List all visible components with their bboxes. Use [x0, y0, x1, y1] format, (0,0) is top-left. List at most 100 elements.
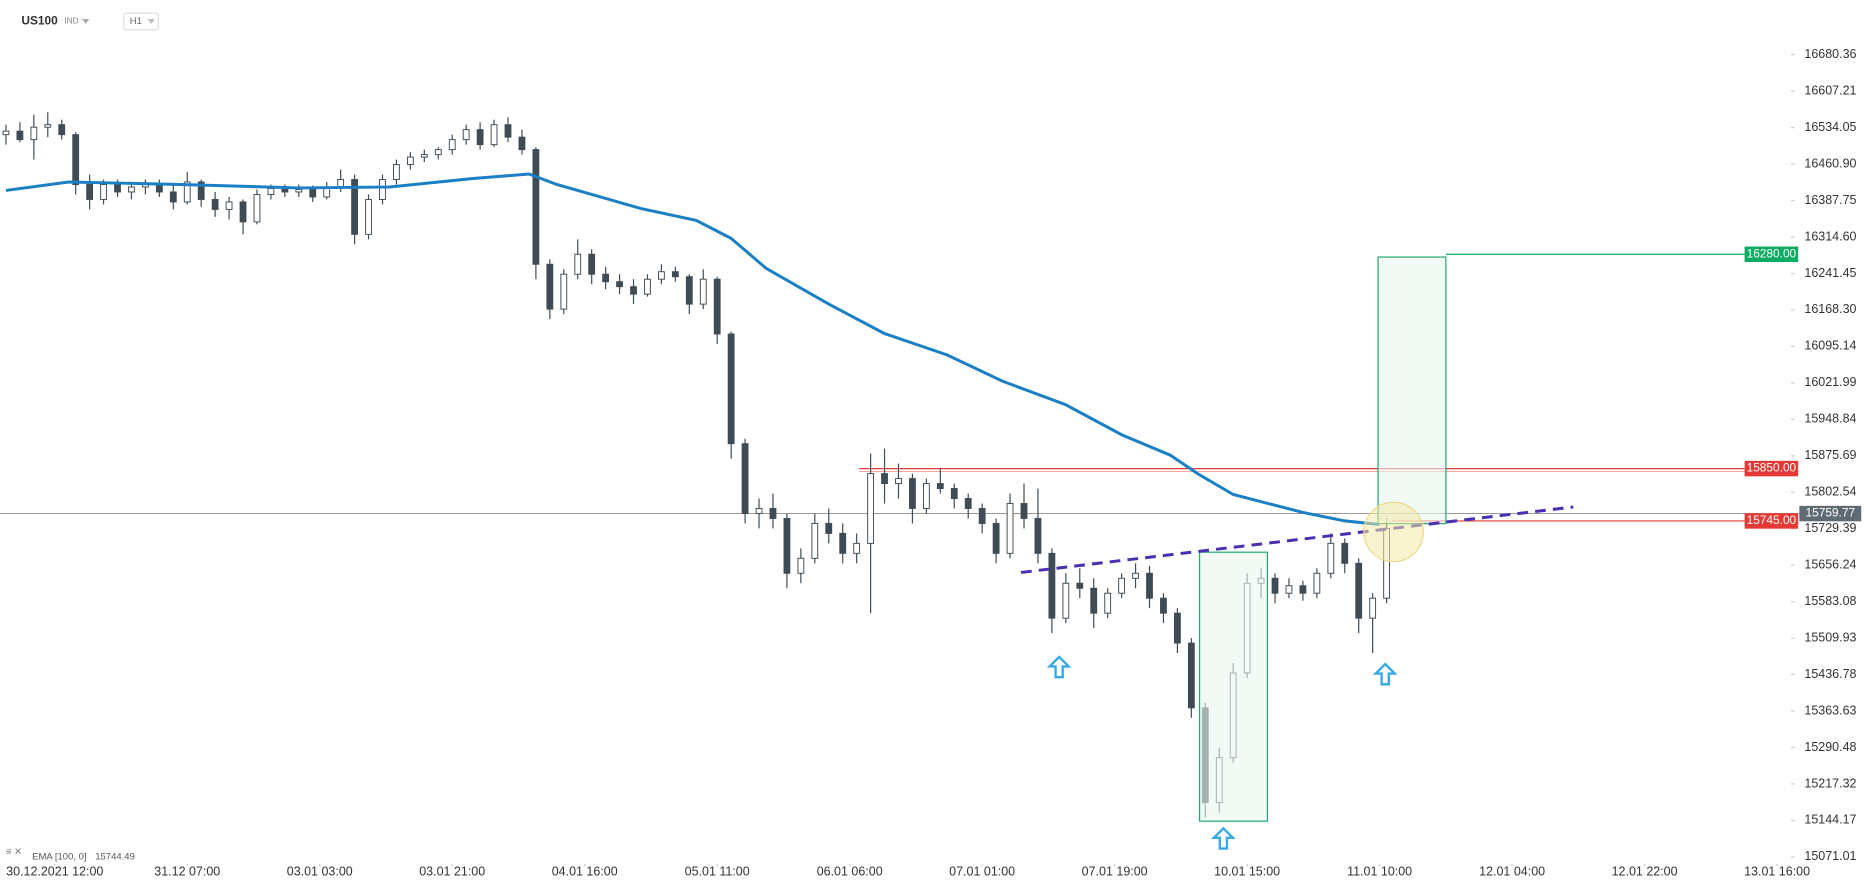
candle-body [699, 278, 707, 305]
candle-body [644, 278, 651, 295]
y-tick-label: 15729.39 [1804, 521, 1856, 535]
candle-body [978, 508, 986, 524]
x-tick-label: 13.01 16:00 [1744, 865, 1810, 879]
candle-body [406, 156, 414, 166]
y-tick-label: 15436.78 [1804, 667, 1856, 681]
interval: H1 [130, 16, 142, 27]
y-tick-label: 15144.17 [1804, 813, 1856, 827]
ema-last: 15744.49 [95, 851, 135, 862]
y-tick-label: 16314.60 [1804, 229, 1856, 243]
up-arrow [1046, 655, 1072, 679]
symbol: US100 [21, 14, 58, 28]
candle-body [895, 478, 902, 485]
candle-body [72, 134, 80, 185]
candle-body [964, 498, 972, 509]
candle-body [1355, 562, 1363, 619]
candle-body [351, 179, 359, 235]
x-tick-label: 05.01 11:00 [685, 865, 750, 879]
candle-body [713, 278, 721, 335]
y-tick-label: 15583.08 [1804, 594, 1856, 608]
up-arrow [1210, 826, 1236, 850]
candle-body [462, 129, 470, 141]
target-box [1377, 256, 1447, 525]
y-tick-label: 15290.48 [1804, 740, 1856, 754]
candle-body [1369, 597, 1377, 619]
last-price-box [1799, 505, 1862, 522]
candle-body [393, 164, 400, 180]
candle-body [309, 189, 317, 198]
candle-body [448, 139, 456, 151]
candle-body [476, 129, 484, 146]
candle-body [100, 184, 107, 200]
candle-body [1034, 517, 1042, 554]
x-tick-label: 03.01 03:00 [287, 865, 353, 879]
candle-body [630, 286, 637, 295]
candle-body [1285, 585, 1293, 594]
x-tick-label: 31.12 07:00 [154, 865, 220, 879]
candle-body [197, 181, 205, 200]
y-tick-label: 16607.21 [1804, 83, 1856, 97]
candle-body [825, 522, 833, 534]
level-label: 15850.00 [1747, 461, 1797, 475]
candle-body [839, 532, 847, 554]
y-tick-label: 16387.75 [1804, 193, 1856, 207]
candle-body [225, 201, 233, 210]
candle-body [58, 124, 66, 136]
candle-body [16, 130, 24, 141]
level-label: 15745.00 [1747, 513, 1797, 527]
x-tick-label: 07.01 01:00 [949, 865, 1015, 879]
candle-body [1006, 503, 1014, 554]
candle-body [1271, 577, 1279, 594]
dropdown-caret[interactable] [82, 19, 90, 24]
y-tick-label: 16534.05 [1804, 120, 1856, 134]
last-price-label: 15759.77 [1805, 506, 1855, 520]
y-tick-label: 16680.36 [1804, 47, 1856, 61]
candle-body [560, 273, 568, 310]
candle-body [1104, 592, 1112, 614]
candle-body [867, 473, 875, 544]
plot-area: 16680.36 16607.21 16534.05 16460.90 16387.75… [0, 47, 1862, 879]
candle-body [992, 522, 1000, 554]
candle-body [1327, 542, 1335, 574]
candle-body [169, 191, 177, 203]
dropdown-caret [147, 19, 155, 24]
legend-icon[interactable]: ≡ ✕ [6, 847, 22, 858]
candle-body [365, 198, 372, 235]
x-tick-label: 10.01 15:00 [1214, 865, 1280, 879]
candle-body [337, 179, 345, 188]
candle-body [1313, 572, 1321, 594]
y-tick-label: 15948.84 [1804, 412, 1856, 426]
candle-body [253, 193, 261, 223]
legend: ≡ ✕ EMA [100, 0] 15744.49 [6, 847, 135, 863]
candle-body [183, 181, 191, 203]
candle-body [114, 184, 121, 193]
candle-body [783, 517, 791, 574]
candle-body [671, 271, 679, 278]
candle-body [588, 253, 596, 275]
candle-body [44, 124, 52, 128]
candle-body [379, 179, 386, 200]
level-label: 16280.00 [1747, 246, 1797, 260]
y-tick-label: 15363.63 [1804, 703, 1856, 717]
up-arrow [1372, 662, 1398, 686]
candle-body [1048, 552, 1056, 619]
y-tick-label: 16460.90 [1804, 156, 1856, 170]
x-tick-label: 12.01 22:00 [1612, 865, 1678, 879]
y-tick-label: 15071.01 [1804, 849, 1856, 863]
level-box [1744, 246, 1799, 263]
interval-select[interactable] [123, 12, 159, 31]
header: US100 IND H1 [21, 12, 159, 31]
candle-body [420, 154, 428, 158]
y-tick-label: 16095.14 [1804, 339, 1856, 353]
candle-body [1062, 582, 1070, 619]
candle-body [909, 478, 916, 509]
candle-body [1174, 612, 1181, 644]
y-tick-label: 16168.30 [1804, 302, 1856, 316]
candle-body [211, 198, 219, 210]
x-tick-label: 12.01 04:00 [1479, 865, 1545, 879]
trendline [1020, 505, 1574, 574]
market: IND [64, 16, 78, 26]
candle-body [1341, 542, 1349, 564]
